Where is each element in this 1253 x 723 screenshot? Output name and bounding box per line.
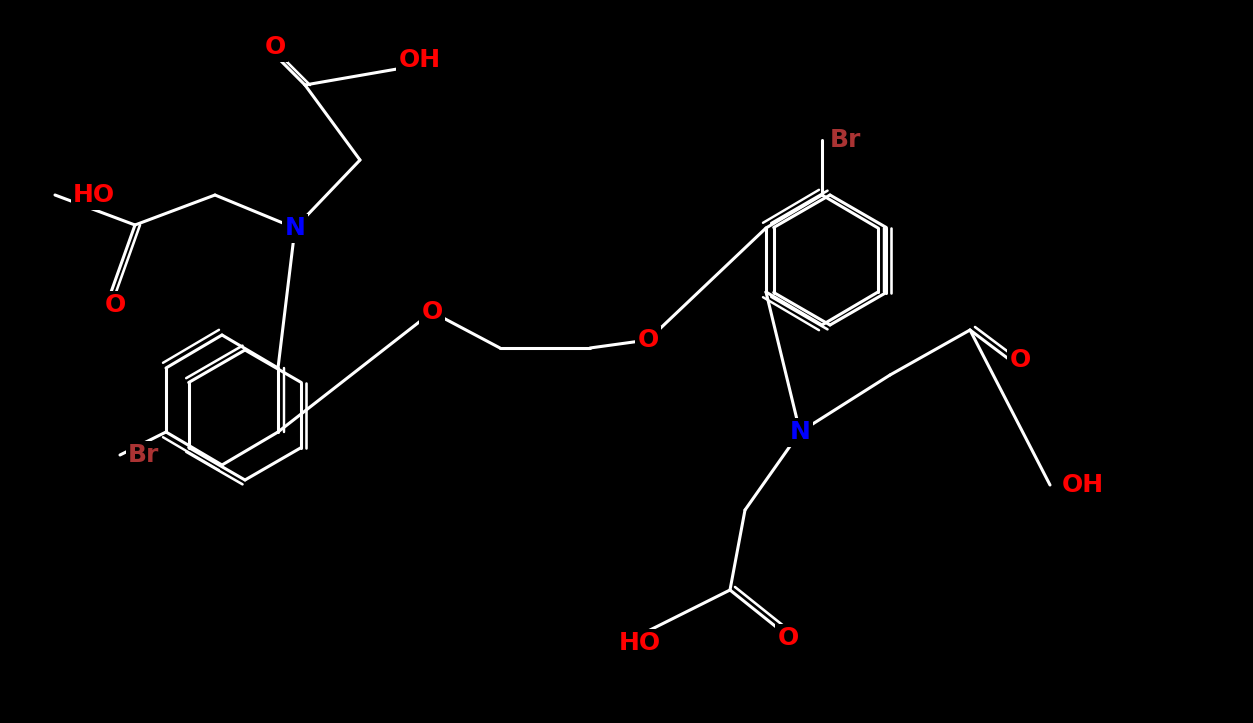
Text: O: O [777, 626, 798, 650]
Text: O: O [1010, 348, 1031, 372]
Text: O: O [638, 328, 659, 352]
Text: O: O [104, 293, 125, 317]
Text: HO: HO [619, 631, 662, 655]
Text: Br: Br [128, 443, 159, 467]
Text: O: O [421, 300, 442, 324]
Text: OH: OH [1063, 473, 1104, 497]
Text: Br: Br [829, 128, 861, 152]
Text: N: N [284, 216, 306, 240]
Text: N: N [789, 420, 811, 444]
Text: OH: OH [398, 48, 441, 72]
Text: HO: HO [73, 183, 115, 207]
Text: O: O [264, 35, 286, 59]
